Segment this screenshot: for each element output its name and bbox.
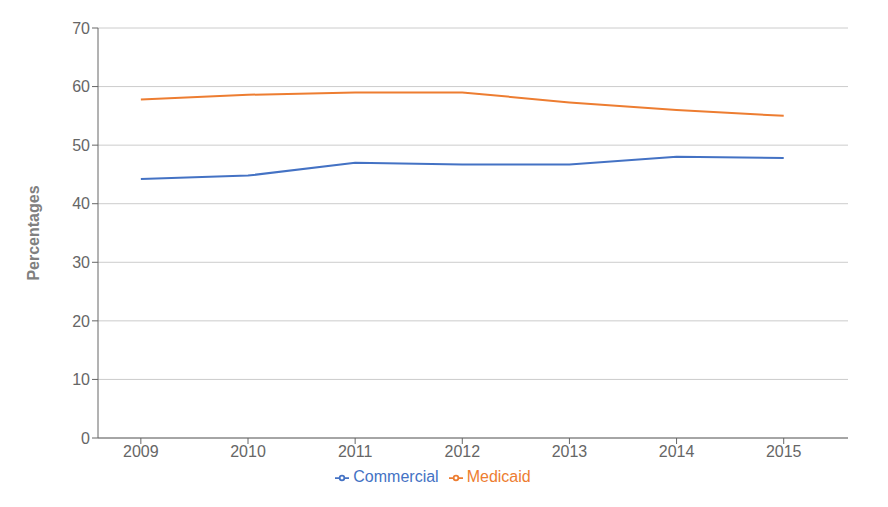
svg-text:2013: 2013 — [552, 443, 588, 460]
svg-text:30: 30 — [72, 254, 90, 271]
svg-text:70: 70 — [72, 20, 90, 37]
svg-text:2009: 2009 — [123, 443, 159, 460]
svg-text:2010: 2010 — [230, 443, 266, 460]
svg-text:20: 20 — [72, 313, 90, 330]
svg-text:2014: 2014 — [659, 443, 695, 460]
html-text:Commercial: Commercial — [353, 468, 439, 485]
html-text:Medicaid: Medicaid — [466, 468, 531, 485]
svg-text:50: 50 — [72, 137, 90, 154]
svg-text:10: 10 — [72, 371, 90, 388]
svg-text:Percentages: Percentages — [25, 185, 42, 280]
svg-text:2011: 2011 — [338, 443, 373, 460]
svg-text:40: 40 — [72, 195, 90, 212]
svg-text:60: 60 — [72, 78, 90, 95]
svg-text:2015: 2015 — [766, 443, 802, 460]
svg-text:0: 0 — [81, 430, 90, 447]
svg-text:2012: 2012 — [444, 443, 480, 460]
